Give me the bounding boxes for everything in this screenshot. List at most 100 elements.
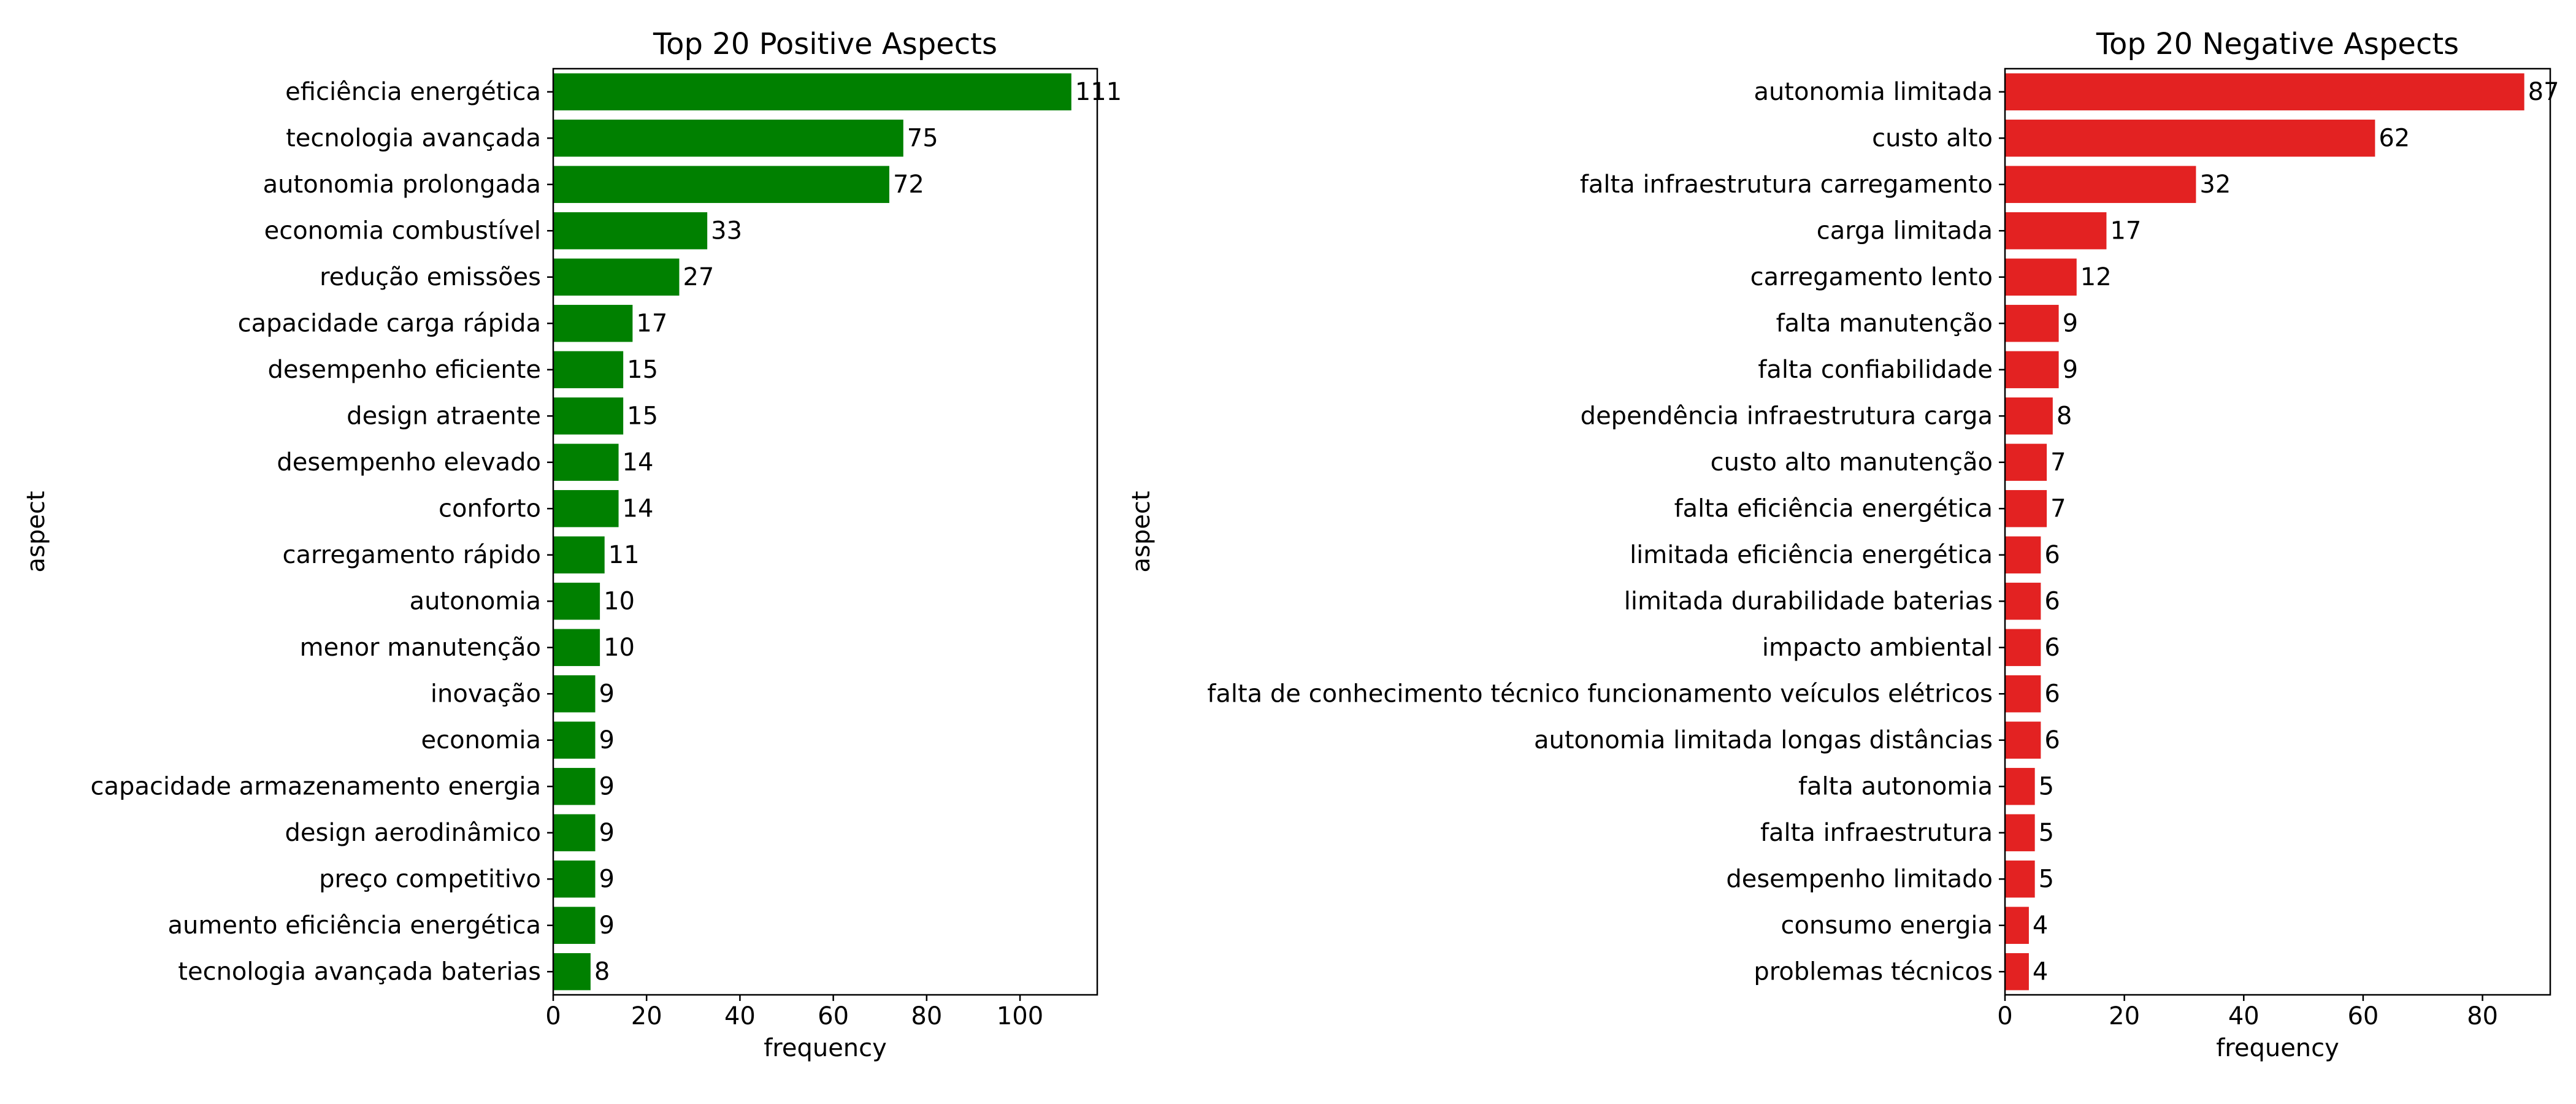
positive-bar-capacidade-armazenamento-energia — [553, 768, 596, 805]
positive-data-label-desempenho-eficiente: 15 — [627, 356, 658, 384]
positive-data-label-design-atraente: 15 — [627, 402, 658, 430]
positive-plot-frame — [552, 67, 1098, 996]
positive-xtick-label-100: 100 — [997, 1002, 1043, 1030]
positive-category-label-carregamento-rapido: carregamento rápido — [283, 541, 541, 569]
negative-bar-falta-autonomia — [2005, 768, 2035, 805]
positive-bar-aumento-eficiencia-energetica — [553, 907, 596, 944]
negative-category-label-falta-autonomia: falta autonomia — [1798, 772, 1993, 800]
negative-data-label-limitada-durabilidade-baterias: 6 — [2044, 587, 2060, 615]
positive-bar-design-aerodinamico — [553, 814, 596, 851]
negative-xtick-label-40: 40 — [2228, 1002, 2260, 1030]
negative-bar-custo-alto — [2005, 120, 2375, 157]
negative-category-label-falta-infraestrutura-carregamento: falta infraestrutura carregamento — [1580, 171, 1993, 199]
positive-category-label-capacidade-carga-rapida: capacidade carga rápida — [238, 309, 541, 337]
negative-bar-falta-confiabilidade — [2005, 351, 2059, 388]
negative-data-label-impacto-ambiental: 6 — [2044, 634, 2060, 662]
negative-category-label-falta-infraestrutura: falta infraestrutura — [1760, 819, 1993, 847]
positive-data-label-tecnologia-avancada-baterias: 8 — [594, 957, 610, 986]
positive-category-label-autonomia-prolongada: autonomia prolongada — [263, 171, 541, 199]
positive-bar-carregamento-rapido — [553, 536, 605, 573]
negative-xtick-label-20: 20 — [2109, 1002, 2140, 1030]
positive-data-label-economia: 9 — [599, 726, 614, 754]
negative-data-label-autonomia-limitada-longas-distancias: 6 — [2044, 726, 2060, 754]
negative-category-label-falta-de-conhecimento-tecnico-funcionamento-veiculos-eletricos: falta de conhecimento técnico funcioname… — [1207, 680, 1993, 708]
positive-bar-economia — [553, 721, 596, 759]
positive-chart-title: Top 20 Positive Aspects — [653, 27, 997, 61]
positive-bar-desempenho-eficiente — [553, 351, 624, 388]
negative-category-label-problemas-tecnicos: problemas técnicos — [1754, 957, 1993, 986]
negative-bar-falta-infraestrutura-carregamento — [2005, 166, 2196, 203]
negative-data-label-falta-manutencao: 9 — [2063, 309, 2078, 337]
negative-data-label-custo-alto-manutencao: 7 — [2050, 448, 2066, 477]
positive-category-label-autonomia: autonomia — [410, 587, 541, 615]
negative-category-label-custo-alto-manutencao: custo alto manutenção — [1711, 448, 1993, 477]
positive-xtick-label-80: 80 — [911, 1002, 942, 1030]
positive-xtick-label-60: 60 — [818, 1002, 849, 1030]
positive-data-label-eficiencia-energetica: 111 — [1075, 78, 1122, 106]
negative-data-label-falta-de-conhecimento-tecnico-funcionamento-veiculos-eletricos: 6 — [2044, 680, 2060, 708]
positive-bar-capacidade-carga-rapida — [553, 305, 633, 342]
positive-data-label-reducao-emissoes: 27 — [683, 263, 714, 291]
positive-bar-autonomia — [553, 583, 600, 620]
negative-category-label-impacto-ambiental: impacto ambiental — [1762, 634, 1993, 662]
negative-data-label-autonomia-limitada: 87 — [2528, 78, 2559, 106]
negative-bar-dependencia-infraestrutura-carga — [2005, 397, 2053, 435]
negative-data-label-carregamento-lento: 12 — [2080, 263, 2112, 291]
positive-category-label-design-atraente: design atraente — [347, 402, 541, 430]
negative-category-label-falta-confiabilidade: falta confiabilidade — [1758, 356, 1993, 384]
negative-category-label-custo-alto: custo alto — [1872, 124, 1993, 152]
positive-x-axis-label: frequency — [764, 1034, 887, 1062]
positive-data-label-tecnologia-avancada: 75 — [907, 124, 938, 152]
positive-bar-autonomia-prolongada — [553, 166, 889, 203]
negative-bar-carregamento-lento — [2005, 258, 2077, 296]
negative-bar-carga-limitada — [2005, 212, 2107, 250]
negative-category-label-limitada-durabilidade-baterias: limitada durabilidade baterias — [1624, 587, 1993, 615]
positive-bar-conforto — [553, 490, 619, 527]
negative-data-label-desempenho-limitado: 5 — [2039, 865, 2054, 893]
negative-bar-limitada-eficiencia-energetica — [2005, 536, 2041, 573]
negative-data-label-falta-infraestrutura-carregamento: 32 — [2199, 171, 2231, 199]
negative-bar-falta-eficiencia-energetica — [2005, 490, 2047, 527]
positive-data-label-menor-manutencao: 10 — [604, 634, 635, 662]
negative-bar-falta-de-conhecimento-tecnico-funcionamento-veiculos-eletricos — [2005, 675, 2041, 713]
positive-data-label-design-aerodinamico: 9 — [599, 819, 614, 847]
positive-category-label-inovacao: inovação — [431, 680, 541, 708]
negative-xtick-label-80: 80 — [2467, 1002, 2498, 1030]
negative-x-axis-label: frequency — [2216, 1034, 2339, 1062]
positive-category-label-menor-manutencao: menor manutenção — [300, 634, 541, 662]
negative-plot-frame — [2004, 67, 2551, 996]
negative-data-label-limitada-eficiencia-energetica: 6 — [2044, 541, 2060, 569]
positive-bar-reducao-emissoes — [553, 258, 680, 296]
positive-data-label-preco-competitivo: 9 — [599, 865, 614, 893]
positive-category-label-preco-competitivo: preço competitivo — [319, 865, 541, 893]
negative-data-label-falta-confiabilidade: 9 — [2063, 356, 2078, 384]
positive-category-label-economia-combustivel: economia combustível — [264, 217, 541, 245]
positive-category-label-aumento-eficiencia-energetica: aumento eficiência energética — [168, 911, 541, 940]
positive-y-axis-label: aspect — [22, 491, 50, 572]
positive-bar-eficiencia-energetica — [553, 73, 1071, 110]
positive-bar-tecnologia-avancada-baterias — [553, 953, 591, 991]
negative-bar-impacto-ambiental — [2005, 629, 2041, 666]
positive-data-label-autonomia-prolongada: 72 — [893, 171, 924, 199]
positive-xtick-label-0: 0 — [545, 1002, 561, 1030]
positive-aspects-chart: eficiência energética 111 tecnologia avanç… — [22, 27, 1122, 1062]
positive-data-label-carregamento-rapido: 11 — [608, 541, 640, 569]
negative-bar-problemas-tecnicos — [2005, 953, 2029, 991]
negative-data-label-problemas-tecnicos: 4 — [2033, 957, 2048, 986]
positive-category-label-tecnologia-avancada-baterias: tecnologia avançada baterias — [178, 957, 541, 986]
negative-bar-desempenho-limitado — [2005, 861, 2035, 898]
positive-category-label-design-aerodinamico: design aerodinâmico — [285, 819, 541, 847]
negative-xtick-label-60: 60 — [2347, 1002, 2379, 1030]
positive-bar-desempenho-elevado — [553, 443, 619, 481]
positive-bar-preco-competitivo — [553, 861, 596, 898]
positive-data-label-inovacao: 9 — [599, 680, 614, 708]
negative-data-label-falta-eficiencia-energetica: 7 — [2050, 494, 2066, 523]
positive-data-label-capacidade-carga-rapida: 17 — [636, 309, 667, 337]
negative-xtick-label-0: 0 — [1997, 1002, 2012, 1030]
negative-chart-title: Top 20 Negative Aspects — [2096, 27, 2459, 61]
positive-bar-menor-manutencao — [553, 629, 600, 666]
negative-data-label-carga-limitada: 17 — [2110, 217, 2141, 245]
positive-category-label-tecnologia-avancada: tecnologia avançada — [286, 124, 541, 152]
positive-bar-tecnologia-avancada — [553, 120, 903, 157]
